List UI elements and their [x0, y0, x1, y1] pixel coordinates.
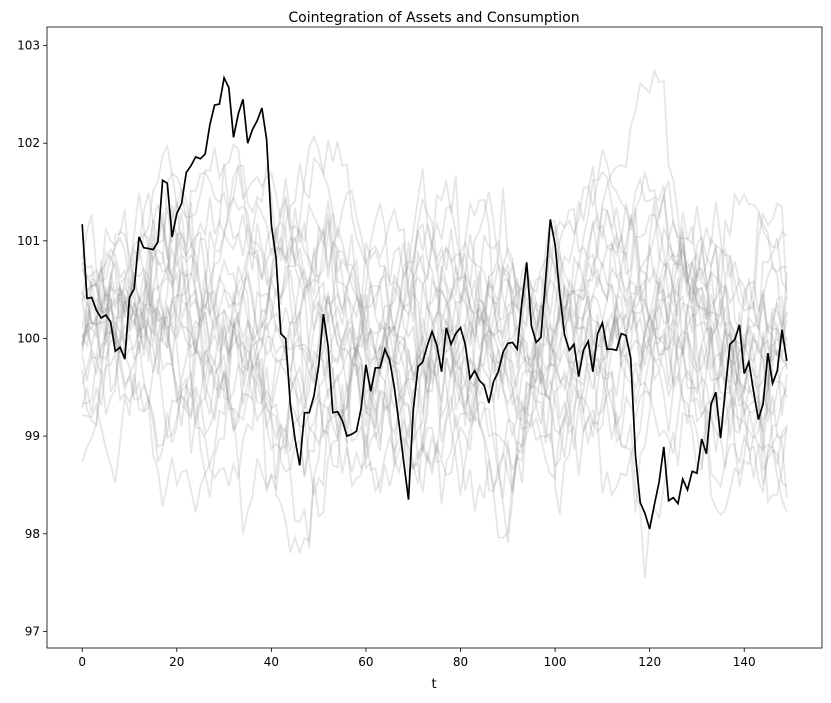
x-axis: 0 20 40 60 80 100 120 140 — [78, 648, 756, 669]
y-tick-label: 97 — [25, 624, 40, 638]
y-axis: 97 98 99 100 101 102 103 — [17, 39, 47, 638]
background-series-line — [81, 253, 788, 549]
y-tick-label: 99 — [25, 429, 40, 443]
background-series-group — [81, 67, 788, 579]
background-series-line — [81, 198, 788, 556]
background-series-line — [81, 149, 788, 489]
background-series-line — [81, 163, 788, 517]
highlight-series-line — [81, 75, 788, 530]
background-series-line — [81, 266, 788, 498]
y-tick-label: 98 — [25, 527, 40, 541]
background-series-line — [81, 140, 788, 434]
chart-title: Cointegration of Assets and Consumption — [288, 10, 579, 26]
background-series-line — [82, 197, 788, 442]
x-axis-label: t — [431, 677, 436, 692]
background-series-line — [81, 186, 788, 512]
x-tick-label: 140 — [733, 655, 756, 669]
background-series-line — [81, 214, 788, 496]
x-tick-label: 80 — [453, 655, 468, 669]
background-series-line — [81, 134, 788, 513]
x-tick-label: 20 — [169, 655, 184, 669]
y-tick-label: 101 — [17, 234, 40, 248]
background-series-line — [81, 241, 788, 535]
background-series-line — [81, 262, 788, 539]
background-series-line — [81, 164, 788, 433]
x-tick-label: 0 — [78, 655, 86, 669]
x-tick-label: 60 — [358, 655, 373, 669]
background-series-line — [81, 247, 788, 494]
background-series-line — [81, 199, 788, 488]
background-series-line — [81, 207, 788, 420]
x-tick-label: 100 — [544, 655, 567, 669]
y-tick-label: 100 — [17, 331, 40, 345]
background-series-line — [81, 205, 788, 478]
background-series-line — [81, 201, 788, 463]
y-tick-label: 103 — [17, 39, 40, 53]
background-series-line — [81, 143, 788, 515]
background-series-line — [81, 200, 788, 579]
highlight-series-group — [81, 75, 788, 530]
x-tick-label: 120 — [638, 655, 661, 669]
background-series-line — [82, 195, 788, 544]
background-series-line — [81, 142, 788, 449]
x-tick-label: 40 — [264, 655, 279, 669]
y-tick-label: 102 — [17, 136, 40, 150]
background-series-line — [81, 217, 788, 407]
axes-frame — [46, 26, 823, 649]
background-series-line — [81, 188, 788, 513]
